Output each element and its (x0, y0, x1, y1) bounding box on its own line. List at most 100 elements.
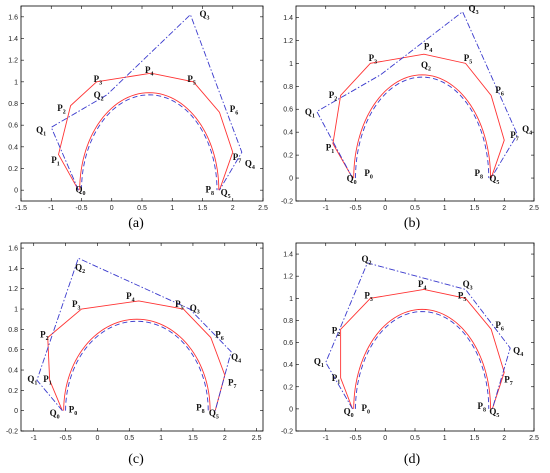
x-tick-label: 0.5 (137, 205, 147, 212)
point-index: 0 (370, 174, 373, 180)
point-index: 2 (63, 110, 66, 116)
point-index: 8 (483, 407, 486, 413)
x-tick-label: 1 (443, 435, 447, 442)
y-tick-label: 0.2 (283, 153, 293, 160)
point-letter: P (175, 299, 181, 309)
point-label: P7 (233, 152, 242, 165)
point-letter: P (233, 152, 239, 162)
point-label: P8 (475, 168, 484, 181)
y-tick-label: 0.4 (283, 130, 293, 137)
x-tick-label: 2 (502, 435, 506, 442)
point-index: 7 (510, 381, 513, 387)
point-letter: P (495, 320, 501, 330)
point-index: 3 (374, 60, 377, 66)
x-tick-label: 2.5 (252, 435, 262, 442)
control-polygon-q (316, 11, 518, 179)
point-letter: P (332, 326, 338, 336)
point-index: 2 (428, 66, 431, 72)
point-index: 3 (206, 15, 209, 21)
point-index: 3 (470, 286, 473, 292)
point-letter: Q (94, 90, 101, 100)
point-letter: Q (513, 346, 520, 356)
y-tick-label: 0.2 (8, 166, 18, 173)
point-index: 2 (101, 97, 104, 103)
x-tick-label: 1 (159, 435, 163, 442)
x-tick-label: 1 (443, 205, 447, 212)
point-index: 0 (57, 414, 60, 420)
point-index: 1 (43, 131, 46, 137)
target-arc-blue (355, 76, 490, 179)
point-letter: P (228, 377, 234, 387)
point-letter: Q (469, 4, 476, 14)
x-tick-label: -0.5 (349, 435, 361, 442)
point-label: Q0 (75, 184, 85, 197)
point-letter: Q (522, 124, 529, 134)
x-tick-label: 0 (383, 435, 387, 442)
y-tick-label: 0.4 (283, 362, 293, 369)
y-tick-label: 0.8 (8, 101, 18, 108)
control-polygon-p (47, 300, 226, 411)
point-letter: Q (221, 188, 228, 198)
point-letter: P (475, 168, 481, 178)
panel-label: (b) (404, 216, 421, 231)
point-letter: P (504, 374, 510, 384)
y-tick-label: 0 (14, 188, 18, 195)
point-letter: P (196, 403, 202, 413)
point-label: P8 (477, 401, 486, 414)
point-index: 2 (46, 336, 49, 342)
y-tick-label: 0.6 (283, 340, 293, 347)
point-index: 0 (367, 410, 370, 416)
point-letter: P (361, 403, 367, 413)
point-letter: P (418, 279, 424, 289)
point-letter: Q (421, 60, 428, 70)
point-label: P7 (510, 130, 519, 143)
y-tick-label: 0.6 (8, 123, 18, 130)
point-index: 7 (233, 384, 236, 390)
point-index: 7 (516, 136, 519, 142)
x-tick-label: 2.5 (529, 435, 539, 442)
point-letter: Q (245, 158, 252, 168)
x-tick-label: -1 (48, 205, 54, 212)
point-letter: P (364, 290, 370, 300)
x-tick-label: -0.5 (75, 205, 87, 212)
x-tick-label: 1.5 (470, 205, 480, 212)
point-label: P1 (332, 373, 341, 386)
point-letter: P (424, 42, 430, 52)
point-label: P2 (332, 326, 341, 339)
point-index: 4 (429, 48, 432, 54)
point-index: 4 (238, 358, 241, 364)
point-letter: P (332, 373, 338, 383)
point-index: 1 (321, 363, 324, 369)
x-tick-label: -1 (31, 435, 37, 442)
point-letter: P (126, 291, 132, 301)
plot-frame (295, 242, 535, 432)
point-letter: P (369, 53, 375, 63)
point-index: 0 (74, 411, 77, 417)
y-tick-label: 1.2 (283, 274, 293, 281)
point-letter: P (464, 53, 470, 63)
point-index: 8 (202, 409, 205, 415)
point-index: 1 (337, 380, 340, 386)
point-letter: Q (209, 408, 216, 418)
x-tick-label: -1 (323, 435, 329, 442)
point-index: 3 (99, 80, 102, 86)
point-label: Q0 (344, 406, 354, 419)
point-label: P0 (361, 403, 370, 416)
panel-label: (d) (404, 452, 421, 467)
point-letter: Q (27, 374, 34, 384)
point-label: Q3 (469, 4, 479, 17)
point-label: Q3 (463, 279, 473, 292)
point-index: 3 (77, 306, 80, 312)
point-letter: P (215, 330, 221, 340)
target-arc-blue (355, 311, 490, 409)
point-label: Q2 (94, 90, 104, 103)
x-tick-label: 2 (223, 435, 227, 442)
point-letter: Q (347, 174, 354, 184)
x-tick-label: -0.5 (60, 435, 72, 442)
x-tick-label: 0.5 (410, 435, 420, 442)
control-polygon-p (332, 53, 505, 179)
point-index: 3 (476, 10, 479, 16)
chart-panel-4: -1 -0.5 0 0.5 1 1.5 2 2.5 -0.2 0 0.2 0.4 0.6 0.8 1 1.2 1… (281, 242, 539, 442)
point-letter: Q (50, 408, 57, 418)
point-label: P1 (51, 155, 60, 168)
